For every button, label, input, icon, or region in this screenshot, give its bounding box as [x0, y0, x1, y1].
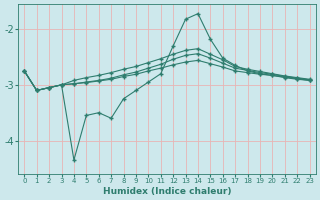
X-axis label: Humidex (Indice chaleur): Humidex (Indice chaleur)	[103, 187, 231, 196]
